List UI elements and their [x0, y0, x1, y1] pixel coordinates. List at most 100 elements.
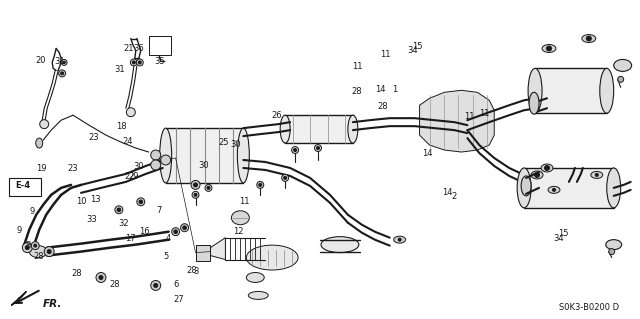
Circle shape [193, 183, 198, 187]
Ellipse shape [246, 272, 264, 282]
Text: 19: 19 [36, 164, 46, 173]
Bar [535, 68, 607, 113]
Circle shape [131, 59, 138, 66]
Circle shape [47, 249, 51, 254]
Circle shape [180, 224, 189, 232]
Circle shape [194, 193, 197, 196]
Circle shape [22, 243, 32, 253]
Text: 23: 23 [88, 133, 99, 142]
Circle shape [314, 145, 321, 152]
Bar [166, 128, 243, 183]
Ellipse shape [529, 92, 539, 114]
Circle shape [117, 208, 121, 211]
Circle shape [282, 174, 289, 182]
Ellipse shape [531, 171, 543, 179]
Bar [10, 178, 41, 196]
Ellipse shape [394, 236, 406, 243]
Text: 28: 28 [186, 265, 196, 275]
Circle shape [207, 186, 210, 189]
Circle shape [151, 280, 161, 290]
Text: 34: 34 [554, 234, 564, 243]
Circle shape [552, 189, 556, 191]
Text: 26: 26 [271, 111, 282, 120]
Text: 2: 2 [451, 191, 456, 201]
Circle shape [292, 146, 299, 153]
Circle shape [96, 272, 106, 282]
Bar [148, 35, 171, 56]
Text: 8: 8 [26, 241, 31, 250]
Ellipse shape [36, 138, 43, 148]
Bar [196, 245, 211, 261]
Circle shape [547, 46, 552, 51]
Ellipse shape [237, 128, 250, 183]
Text: E-4: E-4 [15, 182, 31, 190]
Polygon shape [211, 238, 225, 260]
Circle shape [151, 160, 161, 170]
Circle shape [294, 149, 296, 152]
Ellipse shape [582, 34, 596, 42]
Circle shape [44, 247, 54, 256]
Text: 22: 22 [125, 172, 136, 181]
Text: 25: 25 [218, 137, 228, 146]
Text: 5: 5 [163, 252, 168, 261]
Ellipse shape [600, 68, 614, 113]
Circle shape [174, 230, 177, 234]
Ellipse shape [232, 211, 250, 225]
Circle shape [132, 61, 135, 64]
Text: 28: 28 [351, 87, 362, 96]
Text: 7: 7 [157, 206, 162, 215]
Text: 30: 30 [198, 161, 209, 170]
Text: 15: 15 [412, 42, 422, 51]
Text: 28: 28 [377, 102, 388, 111]
Circle shape [126, 108, 135, 117]
Ellipse shape [29, 246, 47, 257]
Circle shape [99, 276, 103, 279]
Text: 18: 18 [116, 122, 127, 131]
Circle shape [138, 61, 141, 64]
Ellipse shape [280, 115, 290, 143]
Text: 14: 14 [422, 149, 432, 158]
Text: 28: 28 [109, 279, 120, 288]
Ellipse shape [541, 164, 553, 172]
Text: 35: 35 [154, 57, 164, 66]
Ellipse shape [248, 292, 268, 300]
Circle shape [139, 200, 143, 204]
Circle shape [284, 176, 287, 179]
Text: 17: 17 [125, 234, 136, 243]
Circle shape [183, 226, 186, 229]
Ellipse shape [542, 45, 556, 52]
Ellipse shape [160, 128, 172, 183]
Text: S0K3-B0200 D: S0K3-B0200 D [559, 303, 619, 312]
Text: FR.: FR. [44, 299, 63, 309]
Text: 23: 23 [67, 164, 78, 173]
Text: 11: 11 [380, 49, 390, 59]
Circle shape [545, 166, 550, 170]
Ellipse shape [521, 176, 531, 196]
Circle shape [205, 184, 212, 191]
Circle shape [161, 155, 171, 165]
Circle shape [609, 249, 614, 255]
Ellipse shape [614, 59, 632, 71]
Ellipse shape [548, 186, 560, 193]
Text: 14: 14 [442, 188, 452, 197]
Text: 1: 1 [392, 85, 398, 94]
Circle shape [137, 198, 145, 206]
Text: 27: 27 [173, 295, 184, 304]
Circle shape [31, 241, 39, 249]
Text: 31: 31 [114, 65, 125, 74]
Ellipse shape [607, 168, 621, 208]
Circle shape [259, 183, 262, 186]
Text: 4: 4 [166, 234, 171, 243]
Text: 11: 11 [239, 197, 250, 206]
Circle shape [192, 191, 199, 198]
Circle shape [59, 70, 66, 77]
Circle shape [34, 244, 36, 247]
Text: 28: 28 [33, 252, 44, 261]
Polygon shape [420, 90, 494, 152]
Ellipse shape [591, 171, 603, 178]
Circle shape [172, 228, 180, 236]
Text: 13: 13 [90, 195, 101, 204]
Text: 21: 21 [124, 44, 134, 54]
Text: 12: 12 [233, 227, 244, 236]
Circle shape [595, 174, 598, 176]
